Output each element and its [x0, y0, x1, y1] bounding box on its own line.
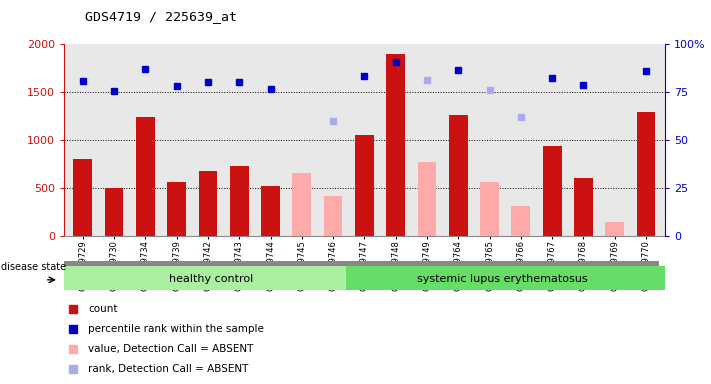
Bar [167, 182, 186, 236]
Bar [574, 177, 593, 236]
Bar [605, 222, 624, 236]
Bar [449, 115, 468, 236]
Bar [64, 266, 346, 290]
Text: systemic lupus erythematosus: systemic lupus erythematosus [417, 274, 587, 284]
Bar [105, 188, 124, 236]
Bar [64, 261, 658, 266]
Bar [386, 54, 405, 236]
Bar [73, 159, 92, 236]
Text: healthy control: healthy control [169, 274, 253, 284]
Text: value, Detection Call = ABSENT: value, Detection Call = ABSENT [88, 344, 253, 354]
Bar [636, 112, 656, 236]
Bar [261, 186, 280, 236]
Bar [346, 266, 665, 290]
Bar [511, 206, 530, 236]
Bar [198, 171, 218, 236]
Text: percentile rank within the sample: percentile rank within the sample [88, 324, 264, 334]
Bar [355, 136, 374, 236]
Bar [136, 117, 155, 236]
Bar [324, 196, 343, 236]
Bar [542, 146, 562, 236]
Text: count: count [88, 304, 117, 314]
Text: GDS4719 / 225639_at: GDS4719 / 225639_at [85, 10, 237, 23]
Text: disease state: disease state [1, 262, 65, 273]
Bar [292, 173, 311, 236]
Text: rank, Detection Call = ABSENT: rank, Detection Call = ABSENT [88, 364, 248, 374]
Bar [480, 182, 499, 236]
Bar [417, 162, 437, 236]
Bar [230, 166, 249, 236]
